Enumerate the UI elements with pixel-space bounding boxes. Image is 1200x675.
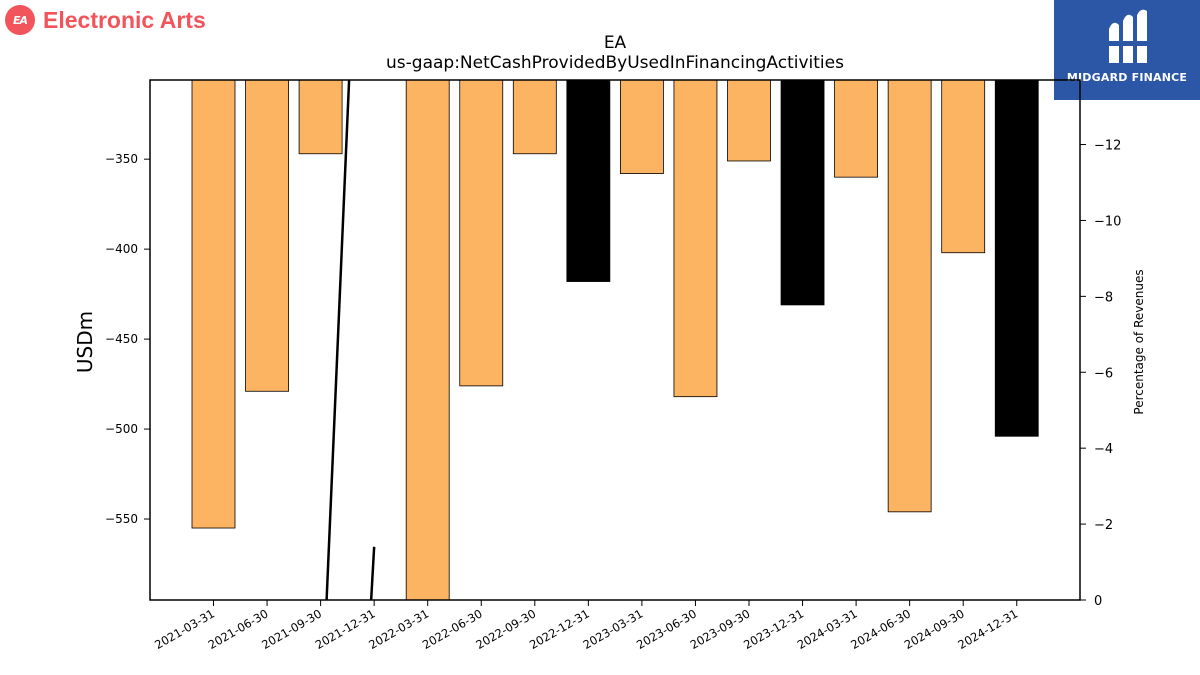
bar-2024-03-31 [834, 79, 878, 178]
publisher-name: MIDGARD FINANCE [1066, 71, 1188, 84]
x-tick-label: 2022-06-30 [420, 606, 485, 652]
company-name: Electronic Arts [43, 6, 206, 33]
bar-2022-12-31 [566, 79, 611, 282]
y-tick-label: −350 [105, 152, 138, 166]
midgard-finance-logo: MIDGARD FINANCE [1054, 0, 1200, 100]
bar-2024-06-30 [887, 79, 932, 513]
bar-series [191, 79, 1039, 601]
ea-logo-icon: EA [5, 5, 35, 35]
chart-title: EA [604, 33, 627, 53]
bar-2021-09-30 [298, 79, 343, 155]
x-tick-label: 2024-06-30 [848, 606, 913, 652]
pct-line-segment-2021-09-30 [325, 79, 351, 601]
chart-subtitle: us-gaap:NetCashProvidedByUsedInFinancing… [386, 53, 844, 73]
x-axis: 2021-03-312021-06-302021-09-302021-12-31… [152, 600, 1020, 652]
y2-tick-label: −10 [1094, 214, 1121, 229]
bar-2022-09-30 [512, 79, 557, 155]
x-tick-label: 2024-09-30 [902, 606, 967, 652]
y-axis-label: USDm [73, 311, 97, 373]
x-tick-label: 2022-03-31 [366, 606, 431, 652]
bar-2024-12-31 [994, 79, 1039, 437]
y2-tick-label: −6 [1094, 366, 1113, 381]
x-tick-label: 2023-03-31 [581, 606, 646, 652]
y2-tick-label: −2 [1094, 518, 1113, 533]
y-tick-label: −450 [105, 332, 138, 346]
bar-2022-03-31 [405, 79, 450, 601]
bar-2023-06-30 [673, 79, 718, 398]
bar-2023-09-30 [727, 79, 771, 162]
y-axis-left: −350 −400 −450 −500 −550 [105, 152, 150, 526]
bar-2022-06-30 [459, 79, 504, 387]
x-tick-label: 2022-09-30 [473, 606, 538, 652]
y-tick-label: −500 [105, 422, 138, 436]
percentage-line-series [325, 79, 376, 601]
x-tick-label: 2024-12-31 [955, 606, 1020, 652]
y2-axis-label: Percentage of Revenues [1132, 269, 1146, 414]
y2-tick-label: −12 [1094, 139, 1121, 154]
x-tick-label: 2021-09-30 [259, 606, 324, 652]
x-tick-label: 2023-09-30 [688, 606, 753, 652]
pct-line-segment-2021-12-31 [369, 546, 376, 601]
bar-2021-03-31 [191, 79, 236, 529]
y-tick-label: −400 [105, 242, 138, 256]
bar-2023-12-31 [780, 79, 825, 306]
y2-tick-label: 0 [1094, 594, 1102, 609]
x-tick-label: 2021-12-31 [313, 606, 378, 652]
x-tick-label: 2022-12-31 [527, 606, 592, 652]
plot-frame [149, 79, 1081, 601]
y2-tick-label: −8 [1094, 290, 1113, 305]
y-axis-right: 0 −2 −4 −6 −8 −10 −12 [1080, 139, 1121, 609]
bar-2021-06-30 [245, 79, 289, 392]
midgard-logo-icon [1109, 9, 1147, 64]
electronic-arts-logo: EA Electronic Arts [5, 5, 206, 35]
x-tick-label: 2023-06-30 [634, 606, 699, 652]
x-tick-label: 2021-06-30 [206, 606, 271, 652]
bar-2023-03-31 [620, 79, 664, 174]
x-tick-label: 2024-03-31 [795, 606, 860, 652]
y-tick-label: −550 [105, 512, 138, 526]
bar-2024-09-30 [941, 79, 986, 254]
y2-tick-label: −4 [1094, 442, 1113, 457]
x-tick-label: 2023-12-31 [741, 606, 806, 652]
x-tick-label: 2021-03-31 [152, 606, 217, 652]
